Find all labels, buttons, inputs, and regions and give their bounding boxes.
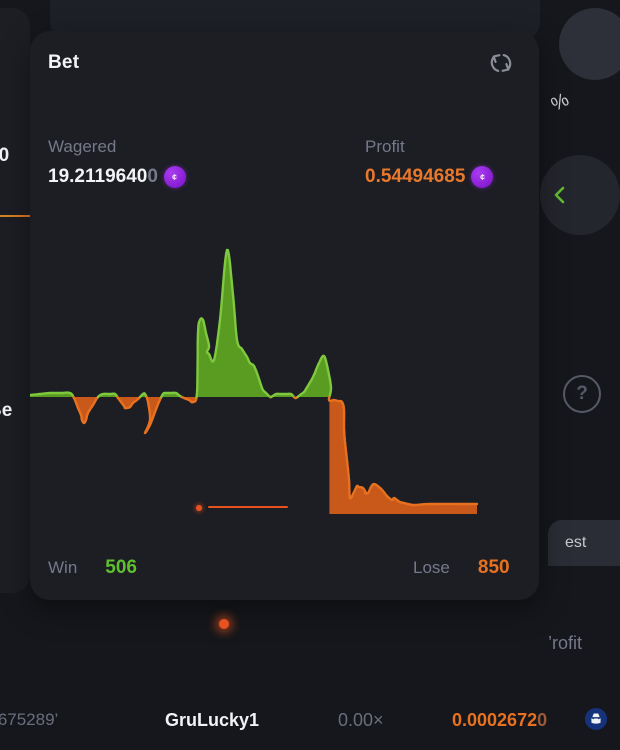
svg-text:¢: ¢: [173, 172, 178, 182]
svg-text:¢: ¢: [480, 172, 485, 182]
